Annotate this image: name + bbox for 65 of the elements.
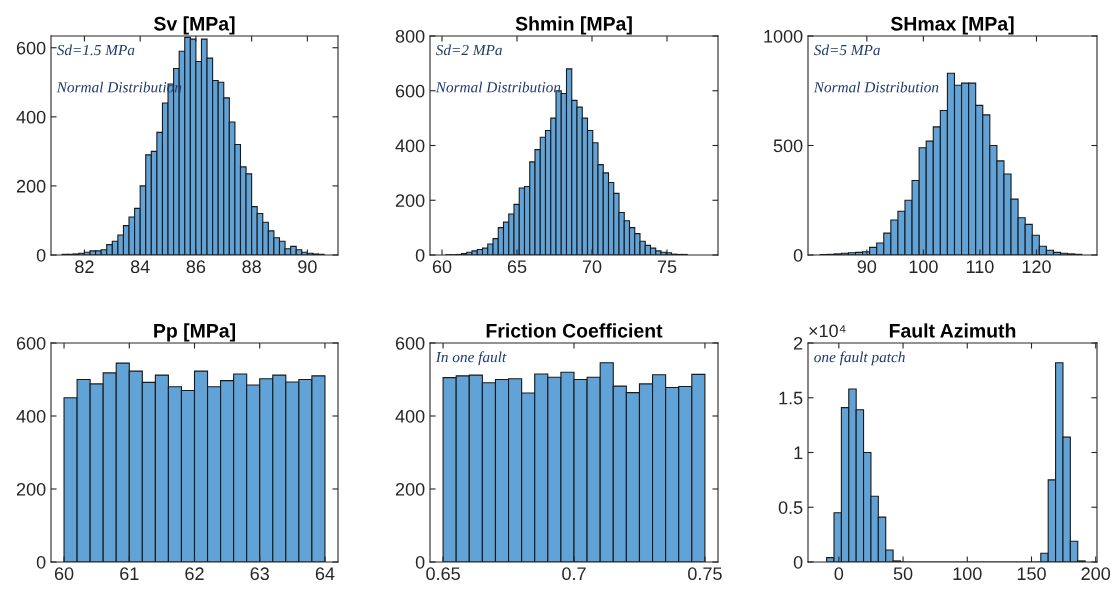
annotation: Normal Distribution: [435, 81, 561, 93]
annotation: one fault patch: [814, 351, 905, 366]
y-tick-label: 1000: [764, 29, 803, 43]
x-tick-label: 64: [315, 567, 335, 581]
chart-title: Fault Azimuth: [889, 323, 1016, 338]
x-tick-label: 88: [242, 260, 261, 274]
y-tick-label: 200: [395, 482, 425, 496]
x-tick-label: 65: [507, 260, 527, 274]
x-tick-label: 82: [75, 260, 94, 274]
annotation: Sd=5 MPa: [813, 44, 880, 56]
y-tick-label: 400: [395, 409, 425, 423]
y-tick-label: 600: [16, 336, 46, 350]
y-tick-label: 0: [36, 248, 46, 262]
y-tick-label: 200: [16, 179, 46, 193]
x-tick-label: 70: [582, 260, 602, 274]
x-tick-label: 120: [1022, 260, 1051, 274]
y-tick-label: 1: [794, 446, 803, 460]
x-tick-label: 110: [966, 260, 994, 274]
y-tick-label: 0: [793, 248, 803, 262]
x-tick-label: 100: [909, 260, 938, 274]
y-tick-label: 600: [395, 84, 425, 98]
annotation: Normal Distribution: [813, 81, 939, 93]
y-tick-label: 400: [16, 409, 46, 423]
x-tick-label: 62: [185, 567, 204, 581]
x-tick-label: 90: [857, 260, 877, 274]
chart-title: Pp [MPa]: [154, 323, 235, 342]
x-tick-label: 0.7: [562, 567, 586, 581]
y-tick-label: 0: [36, 555, 46, 569]
y-tick-label: 0: [415, 248, 425, 262]
chart-title: SHmax [MPa]: [890, 16, 1014, 35]
y-tick-label: 200: [395, 194, 425, 207]
y-tick-label: 400: [16, 110, 46, 124]
annotation: Sd=1.5 MPa: [56, 44, 135, 56]
x-tick-label: 90: [298, 260, 317, 274]
y-tick-label: 0.5: [778, 501, 803, 514]
chart-title: Sv [MPa]: [154, 16, 235, 35]
x-tick-label: 86: [186, 260, 206, 274]
annotation: In one fault: [435, 351, 507, 366]
y-tick-label: 0: [415, 555, 425, 569]
x-tick-label: 60: [432, 260, 452, 274]
y-axis-title: ×10⁴: [809, 324, 846, 338]
y-tick-label: 400: [395, 139, 425, 153]
x-tick-label: 50: [893, 567, 913, 581]
y-tick-label: 500: [773, 139, 803, 153]
x-tick-label: 0.75: [688, 567, 722, 581]
y-tick-label: 600: [16, 41, 46, 55]
x-tick-label: 63: [250, 567, 269, 581]
x-tick-label: 75: [657, 260, 677, 274]
chart-title: Friction Coefficient: [486, 323, 663, 338]
y-tick-label: 800: [395, 29, 425, 43]
annotation: Sd=2 MPa: [435, 44, 502, 56]
x-tick-label: 150: [1017, 567, 1046, 581]
x-tick-label: 0.65: [426, 567, 460, 581]
x-tick-label: 84: [130, 260, 150, 274]
y-tick-label: 1.5: [779, 391, 803, 405]
y-tick-label: 0: [793, 555, 803, 569]
y-tick-label: 2: [794, 336, 803, 350]
chart-title: Shmin [MPa]: [515, 16, 632, 35]
x-tick-label: 60: [54, 567, 74, 581]
x-tick-label: 200: [1081, 567, 1111, 581]
x-tick-label: 0: [834, 567, 844, 581]
x-tick-label: 61: [120, 567, 139, 581]
y-tick-label: 600: [395, 336, 425, 350]
y-tick-label: 200: [16, 482, 46, 496]
x-tick-label: 100: [953, 567, 982, 581]
